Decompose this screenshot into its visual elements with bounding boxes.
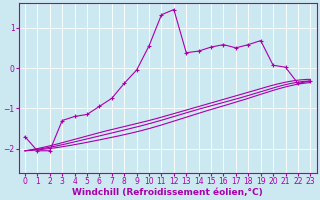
X-axis label: Windchill (Refroidissement éolien,°C): Windchill (Refroidissement éolien,°C) <box>72 188 263 197</box>
